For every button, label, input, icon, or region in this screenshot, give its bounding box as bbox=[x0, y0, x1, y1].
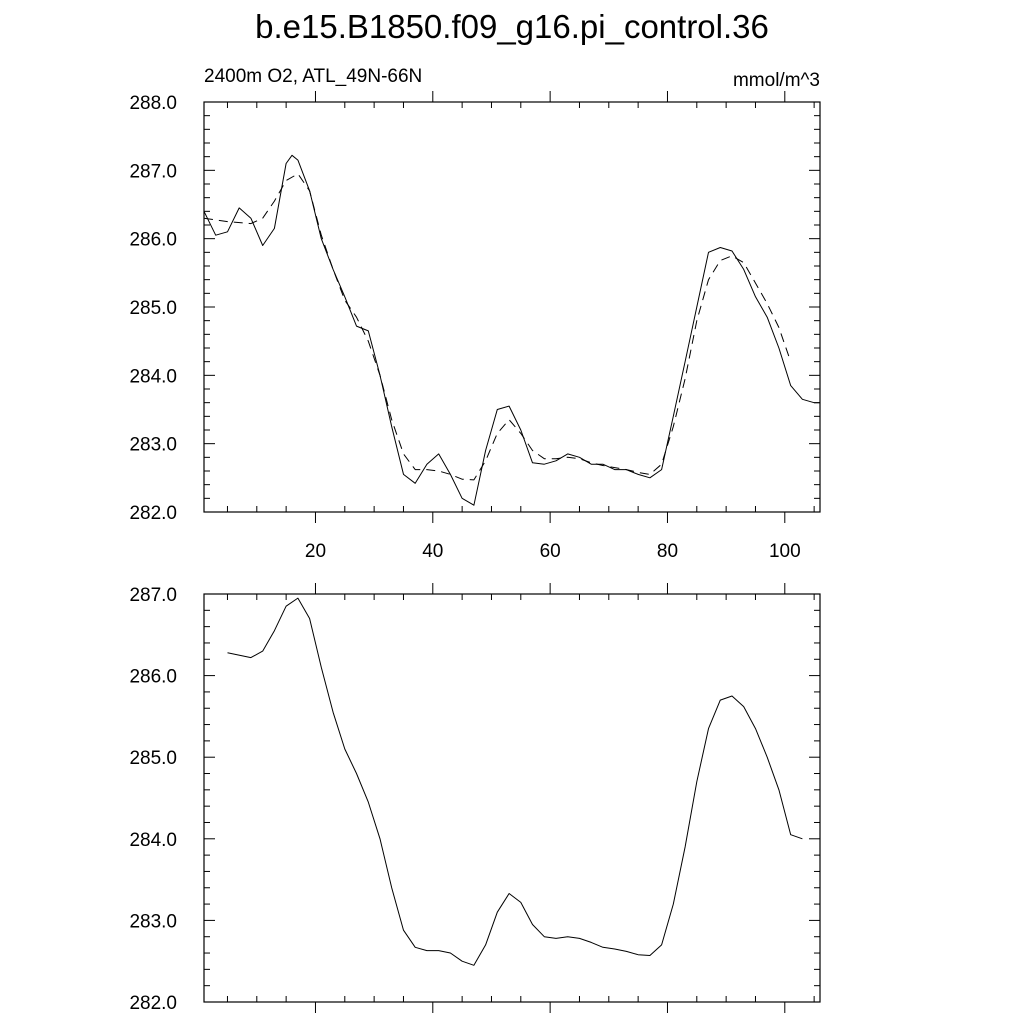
y-tick-label: 288.0 bbox=[129, 93, 177, 114]
y-tick-label: 287.0 bbox=[129, 161, 177, 182]
y-tick-label: 286.0 bbox=[129, 667, 177, 688]
y-tick-label: 282.0 bbox=[129, 993, 177, 1014]
x-tick-label: 60 bbox=[540, 541, 561, 562]
x-tick-label: 40 bbox=[422, 541, 443, 562]
series-line-2-solid bbox=[227, 597, 803, 966]
y-tick-label: 285.0 bbox=[129, 298, 177, 319]
y-tick-label: 284.0 bbox=[129, 366, 177, 387]
y-tick-label: 285.0 bbox=[129, 748, 177, 769]
chart-title: b.e15.B1850.f09_g16.pi_control.36 bbox=[255, 8, 769, 45]
chart-subtitle-left: 2400m O2, ATL_49N-66N bbox=[204, 66, 423, 87]
x-tick-label: 80 bbox=[657, 541, 678, 562]
y-tick-label: 284.0 bbox=[129, 830, 177, 851]
y-tick-label: 282.0 bbox=[129, 503, 177, 524]
plot-frame-1 bbox=[203, 101, 821, 513]
y-tick-label: 283.0 bbox=[129, 911, 177, 932]
y-tick-label: 283.0 bbox=[129, 435, 177, 456]
y-tick-label: 287.0 bbox=[129, 585, 177, 606]
chart-units-label: mmol/m^3 bbox=[732, 70, 820, 91]
plot-frame-2 bbox=[203, 593, 821, 1003]
series-line-1-solid bbox=[203, 154, 820, 506]
x-tick-label: 100 bbox=[769, 541, 801, 562]
x-tick-label: 20 bbox=[305, 541, 326, 562]
series-line-1-dashed bbox=[203, 173, 792, 481]
y-tick-label: 286.0 bbox=[129, 230, 177, 251]
